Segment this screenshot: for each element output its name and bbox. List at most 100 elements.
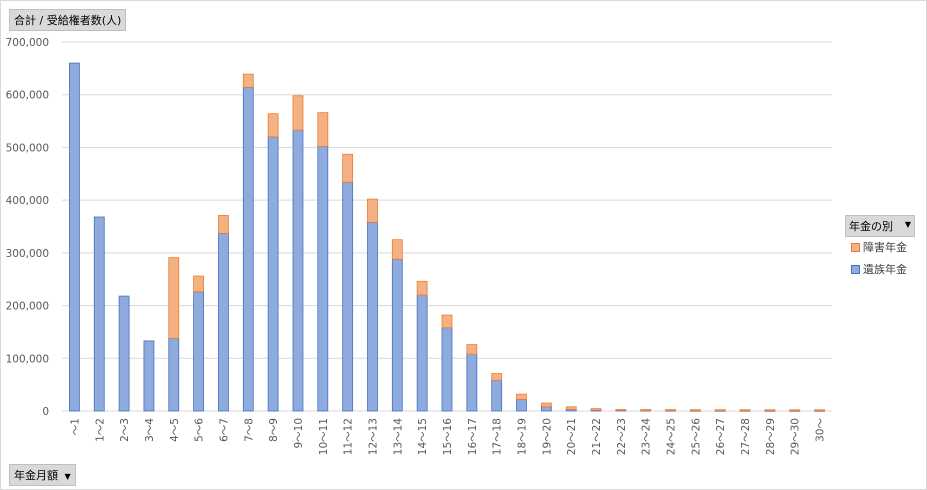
x-tick-label: 17～18: [492, 418, 504, 455]
bar-disability: [590, 408, 602, 411]
bar-survivor: [267, 136, 279, 412]
y-tick-label: 400,000: [6, 195, 49, 207]
bar-survivor: [118, 295, 130, 412]
axis-field-label: 年金月額: [14, 469, 58, 482]
bar-survivor: [292, 129, 304, 412]
bar-disability: [267, 113, 279, 138]
bar-survivor: [466, 353, 478, 412]
bar-survivor: [516, 399, 527, 412]
x-tick-label: 26～27: [715, 418, 727, 455]
dropdown-triangle-icon: ▼: [64, 472, 71, 481]
bar-disability: [540, 402, 552, 408]
x-tick-label: 1～2: [94, 418, 106, 442]
bar-survivor: [143, 340, 155, 412]
x-axis-tick-labels: ～1 1～2 2～3 3～4 4～5 5～6 6～7 7～8 8～9 9～10 10～11 11～12…: [69, 418, 826, 456]
x-tick-label: 14～15: [417, 418, 429, 455]
x-tick-label: 5～6: [194, 418, 206, 442]
y-tick-label: 700,000: [6, 37, 49, 49]
x-tick-label: 28～29: [765, 418, 777, 455]
bar-disability: [466, 344, 478, 355]
legend-label-survivor: 遺族年金: [863, 263, 907, 276]
x-tick-label: 22～23: [616, 418, 628, 455]
bar-disability: [814, 409, 825, 412]
y-tick-label: 0: [42, 406, 49, 418]
x-tick-label: 29～30: [790, 418, 802, 455]
bar-disability: [491, 373, 503, 381]
x-tick-label: 21～22: [591, 418, 603, 455]
legend-swatch-survivor: [851, 264, 860, 274]
bar-disability: [689, 409, 701, 412]
legend-item-disability[interactable]: 障害年金: [851, 239, 907, 255]
bar-disability: [317, 112, 329, 147]
axis-field-button[interactable]: 年金月額 ▼: [9, 464, 76, 486]
bar-survivor: [218, 232, 229, 412]
x-tick-label: 27～28: [740, 418, 752, 455]
bar-disability: [640, 409, 652, 411]
x-tick-label: 13～14: [392, 418, 404, 456]
bar-survivor: [342, 181, 354, 412]
x-tick-label: 11～12: [343, 418, 355, 455]
x-tick-label: 19～20: [541, 418, 553, 455]
bar-survivor: [540, 406, 552, 412]
x-tick-label: 15～16: [442, 418, 454, 456]
bar-disability: [441, 314, 453, 329]
bar-survivor: [69, 62, 80, 412]
legend-item-survivor[interactable]: 遺族年金: [851, 261, 907, 277]
bar-disability: [292, 95, 304, 131]
y-axis-tick-labels: 0 100,000 200,000 300,000 400,000 500,000 600,…: [6, 37, 49, 418]
x-tick-label: 2～3: [119, 418, 131, 442]
value-field-button[interactable]: 合計 / 受給権者数(人): [9, 9, 127, 31]
bars: [69, 62, 825, 412]
x-tick-label: 10～11: [318, 418, 330, 455]
x-tick-label: 4～5: [169, 418, 181, 442]
dropdown-triangle-icon: ▼: [904, 220, 911, 229]
y-tick-label: 500,000: [6, 142, 49, 154]
x-tick-label: 12～13: [367, 418, 379, 455]
legend-field-label: 年金の別: [849, 220, 893, 233]
y-tick-label: 200,000: [6, 301, 49, 313]
bar-survivor: [317, 145, 329, 412]
x-tick-label: 9～10: [293, 418, 305, 449]
x-tick-label: 6～7: [218, 418, 230, 442]
bar-disability: [565, 406, 577, 410]
x-tick-label: 20～21: [566, 418, 578, 455]
bar-disability: [764, 409, 776, 412]
y-tick-label: 300,000: [6, 248, 49, 260]
bar-disability: [739, 409, 751, 412]
legend-field-button[interactable]: 年金の別 ▼: [845, 215, 915, 237]
x-tick-label: 3～4: [144, 418, 156, 442]
x-tick-label: 24～25: [666, 418, 678, 455]
bar-disability: [714, 409, 726, 412]
x-tick-label: 7～8: [243, 418, 255, 442]
bar-survivor: [93, 216, 105, 412]
bar-disability: [416, 280, 428, 296]
bar-survivor: [193, 291, 205, 412]
bar-disability: [342, 153, 354, 183]
bar-disability: [193, 275, 205, 293]
bar-survivor: [441, 327, 453, 412]
x-tick-label: 30～: [815, 418, 827, 442]
bar-disability: [242, 73, 254, 88]
bar-disability: [391, 239, 403, 260]
y-tick-label: 100,000: [6, 353, 49, 365]
x-tick-label: 8～9: [268, 418, 280, 442]
bar-survivor: [242, 86, 254, 412]
bar-survivor: [168, 337, 180, 412]
x-tick-label: 16～17: [467, 418, 479, 455]
legend-swatch-disability: [851, 242, 860, 252]
x-tick-label: 23～24: [641, 418, 653, 456]
y-tick-label: 600,000: [6, 90, 49, 102]
bar-survivor: [391, 258, 403, 412]
bar-disability: [665, 409, 676, 412]
value-field-label: 合計 / 受給権者数(人): [14, 14, 122, 27]
bar-disability: [367, 198, 378, 223]
x-tick-label: ～1: [69, 418, 81, 435]
gridlines: [62, 41, 832, 412]
x-tick-label: 18～19: [517, 418, 529, 455]
bar-disability: [218, 215, 229, 234]
bar-survivor: [491, 380, 503, 412]
x-tick-label: 25～26: [690, 418, 702, 456]
bar-disability: [615, 409, 627, 411]
bar-disability: [168, 257, 180, 339]
